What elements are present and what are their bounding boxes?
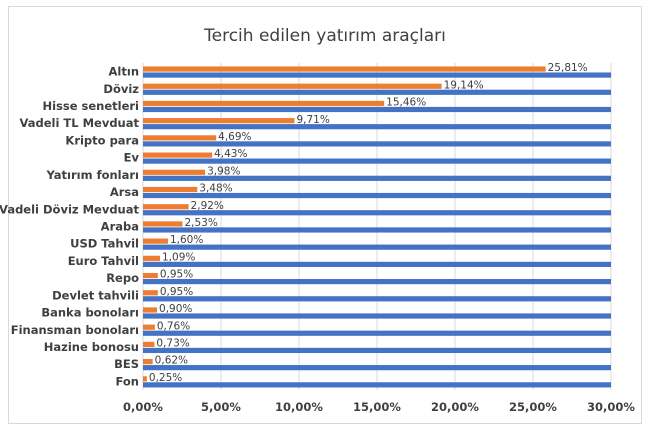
x-tick-label: 30,00% <box>587 400 635 414</box>
data-label: 9,71% <box>296 114 329 126</box>
x-tick-label: 20,00% <box>431 400 479 414</box>
data-label: 2,53% <box>184 217 217 229</box>
category-label: Kripto para <box>65 133 139 147</box>
category-label: Ev <box>124 151 140 165</box>
bar-orange <box>143 83 442 89</box>
data-label: 0,73% <box>156 338 189 350</box>
category-label: Fon <box>116 374 139 388</box>
bar-blue <box>143 347 611 354</box>
data-label: 4,43% <box>214 148 247 160</box>
data-label: 15,46% <box>386 97 426 109</box>
category-label: Hisse senetleri <box>42 99 139 113</box>
category-label: Vadeli TL Mevduat <box>19 116 139 130</box>
bar-orange <box>143 376 147 382</box>
bar-blue <box>143 296 611 302</box>
data-label: 25,81% <box>548 62 588 74</box>
bar-orange <box>143 255 161 261</box>
bar-blue <box>143 261 611 267</box>
bar-blue <box>143 382 611 388</box>
category-label: Araba <box>101 220 139 234</box>
bar-blue <box>143 210 611 216</box>
bar-orange <box>143 359 153 365</box>
data-label: 3,48% <box>199 183 232 195</box>
data-label: 19,14% <box>444 79 484 91</box>
bar-orange <box>143 307 158 313</box>
category-label: Vadeli Döviz Mevduat <box>0 202 139 216</box>
bar-orange <box>143 186 198 193</box>
data-label: 1,09% <box>162 251 195 263</box>
category-label: Döviz <box>103 82 139 96</box>
bar-blue <box>143 158 611 164</box>
bar-orange <box>143 66 546 72</box>
category-label: Finansman bonoları <box>11 323 139 337</box>
bar-orange <box>143 118 295 124</box>
bar-orange <box>143 204 189 210</box>
bar-orange <box>143 135 217 141</box>
bar-orange <box>143 100 385 107</box>
bar-blue <box>143 124 611 130</box>
bar-orange <box>143 341 155 348</box>
data-label: 0,62% <box>155 355 188 367</box>
data-label: 4,69% <box>218 131 251 143</box>
category-label: Altın <box>109 65 139 79</box>
data-label: 0,76% <box>157 320 190 332</box>
data-label: 0,90% <box>159 303 192 315</box>
category-label: Devlet tahvili <box>52 288 139 302</box>
bar-blue <box>143 141 611 147</box>
bar-blue <box>143 175 611 181</box>
data-label: 3,98% <box>207 165 240 177</box>
x-tick-label: 25,00% <box>509 400 557 414</box>
chart-title: Tercih edilen yatırım araçları <box>204 26 446 46</box>
bar-blue <box>143 72 611 78</box>
bar-blue <box>143 244 611 250</box>
category-label: USD Tahvil <box>70 237 139 251</box>
bar-blue <box>143 365 611 371</box>
bar-blue <box>143 227 611 233</box>
bar-orange <box>143 152 213 158</box>
category-label: Arsa <box>110 185 139 199</box>
bar-orange <box>143 169 206 175</box>
data-label: 0,95% <box>160 269 193 281</box>
data-label: 1,60% <box>170 234 203 246</box>
bar-blue <box>143 89 611 95</box>
bar-blue <box>143 192 611 199</box>
bar-blue <box>143 278 611 285</box>
category-label: Euro Tahvil <box>68 254 139 268</box>
bar-orange <box>143 290 158 296</box>
bar-orange <box>143 272 158 279</box>
category-label: BES <box>114 357 139 371</box>
bar-orange <box>143 324 155 330</box>
bar-blue <box>143 106 611 113</box>
data-label: 0,25% <box>149 372 182 384</box>
data-label: 0,95% <box>160 286 193 298</box>
bar-blue <box>143 313 611 319</box>
category-label: Banka bonoları <box>41 306 139 320</box>
category-label: Hazine bonosu <box>44 340 139 354</box>
category-label: Yatırım fonları <box>46 168 139 182</box>
bar-orange <box>143 238 168 244</box>
x-tick-label: 15,00% <box>353 400 401 414</box>
category-label: Repo <box>106 271 139 285</box>
bar-blue <box>143 330 611 336</box>
x-tick-label: 0,00% <box>123 400 163 414</box>
data-label: 2,92% <box>191 200 224 212</box>
x-tick-label: 10,00% <box>275 400 323 414</box>
bar-orange <box>143 221 183 227</box>
x-tick-label: 5,00% <box>201 400 241 414</box>
